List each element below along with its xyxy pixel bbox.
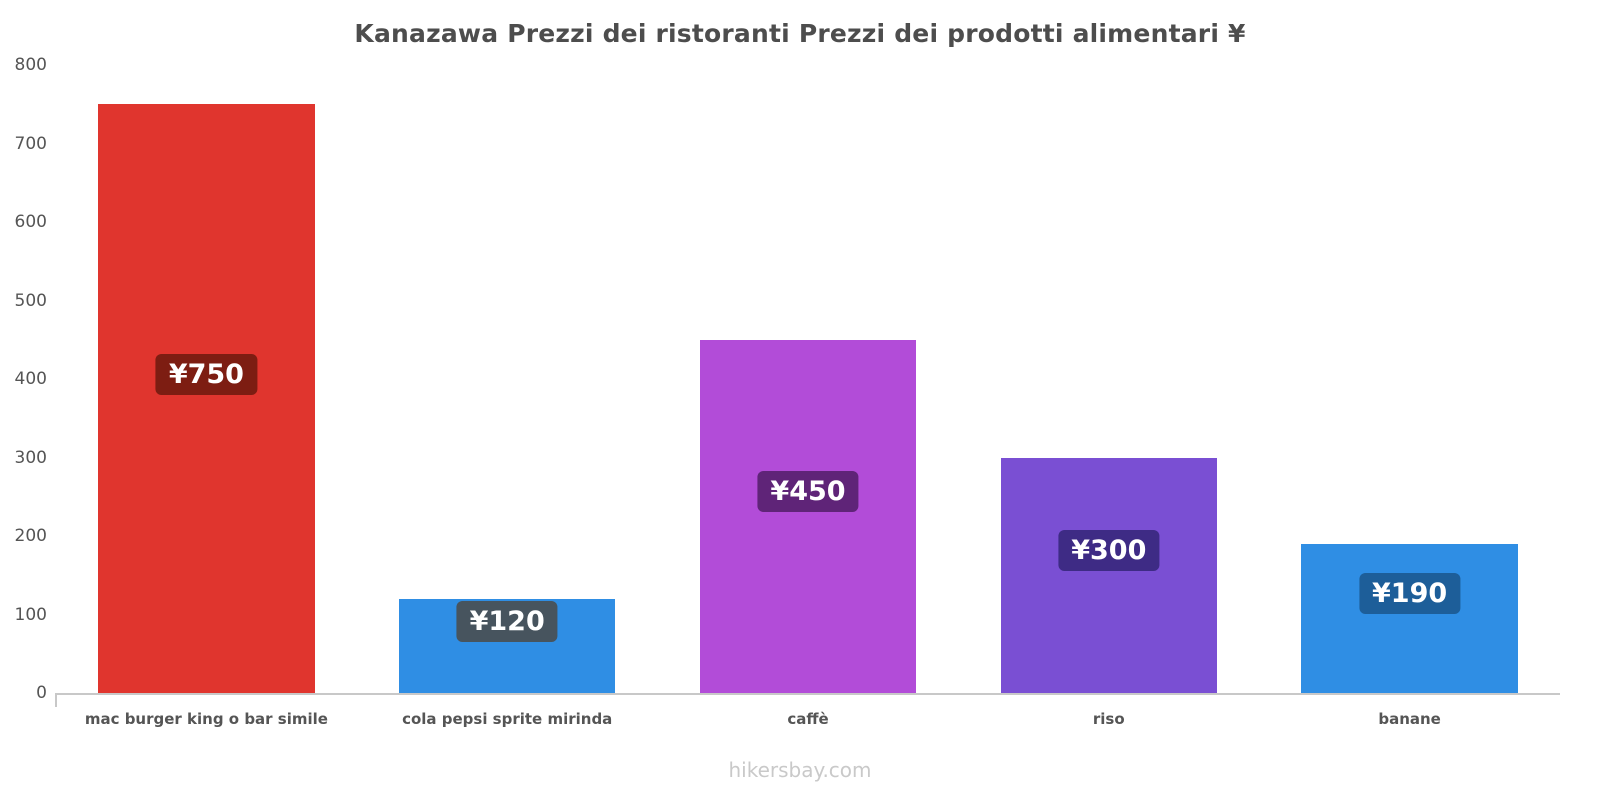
value-label: ¥300 [1058,530,1160,572]
axis-tick [55,693,57,707]
value-label: ¥450 [757,471,859,513]
y-tick-label: 300 [14,447,47,468]
category-label: riso [1092,710,1125,728]
y-tick-label: 0 [36,683,47,703]
bar-slot: ¥190 [1259,65,1560,693]
bar-1: ¥750 [98,104,315,693]
category-label: cola pepsi sprite mirinda [402,710,613,728]
bar-4: ¥300 [1000,457,1218,693]
bar-slot: ¥750 [56,65,357,693]
value-label: ¥750 [155,353,257,395]
y-tick-label: 700 [14,133,47,154]
watermark-text: hikersbay.com [728,758,872,782]
bar-2: ¥120 [398,598,616,693]
bar-slot: ¥300 [958,65,1259,693]
category-label: caffè [787,710,829,728]
value-label: ¥190 [1359,573,1461,615]
bar-slot: ¥450 [658,65,959,693]
bar-slot: ¥120 [357,65,658,693]
category-label: banane [1378,710,1441,728]
y-tick-label: 600 [14,212,47,232]
bars-container: ¥750 ¥120 ¥450 ¥300 ¥190 [56,65,1560,693]
y-tick-label: 500 [14,290,47,311]
y-tick-label: 200 [14,526,47,546]
chart-title: Kanazawa Prezzi dei ristoranti Prezzi de… [354,19,1246,48]
y-tick-label: 100 [14,604,47,625]
bar-3: ¥450 [699,339,917,693]
plot-area: ¥750 ¥120 ¥450 ¥300 ¥190 0 100 200 300 400 500 600… [15,55,1560,707]
bar-5: ¥190 [1301,543,1518,693]
x-axis-category-labels: mac burger king o bar simile cola pepsi s… [56,710,1560,728]
y-tick-label: 800 [14,55,47,75]
value-label: ¥120 [456,600,558,642]
y-tick-label: 400 [14,369,47,389]
category-label: mac burger king o bar simile [84,710,328,728]
